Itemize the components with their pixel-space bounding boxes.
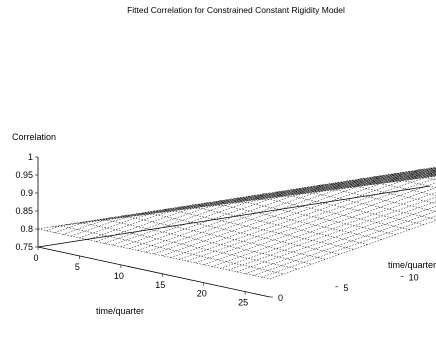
- mesh-line-y: [177, 199, 411, 230]
- y-tick-label: 0: [278, 293, 283, 303]
- mesh-line-y: [205, 192, 436, 220]
- mesh-line-y: [93, 216, 327, 260]
- mesh-line-y: [191, 195, 425, 225]
- mesh-line-x: [87, 169, 436, 240]
- mesh-line-y: [51, 225, 285, 275]
- mesh-line-x: [187, 175, 436, 262]
- x-tick-label: 0: [33, 253, 38, 263]
- x-tick-label: 15: [155, 280, 165, 290]
- z-axis-label: Correlation: [12, 132, 56, 142]
- mesh-line-x: [145, 173, 436, 253]
- mesh-line-x: [54, 167, 436, 233]
- mesh-line-y: [37, 228, 271, 280]
- mesh-line-x: [46, 167, 436, 232]
- mesh-line-x: [137, 172, 436, 251]
- mesh-line-x: [261, 215, 436, 278]
- tick-labels: 05101520250510152025300.750.80.850.90.95…: [15, 152, 419, 308]
- mesh-line-x: [220, 191, 436, 269]
- y-tick-label: 10: [409, 273, 419, 283]
- z-tick-label: 0.95: [15, 170, 33, 180]
- mesh-line-y: [107, 213, 341, 255]
- surface-mesh: [37, 167, 436, 280]
- mesh-line-y: [219, 189, 436, 212]
- mesh-line-x: [203, 182, 436, 265]
- mesh-line-x: [112, 171, 436, 246]
- mesh-line-x: [178, 175, 436, 260]
- mesh-line-x: [153, 173, 436, 255]
- mesh-line-x: [228, 196, 436, 271]
- mesh-line-x: [129, 172, 436, 249]
- mesh-line-y: [149, 205, 383, 240]
- mesh-line-y: [163, 202, 397, 235]
- chart-title: Fitted Correlation for Constrained Const…: [127, 5, 345, 15]
- mesh-line-y: [135, 207, 369, 245]
- mesh-line-x: [269, 220, 436, 280]
- mesh-line-x: [120, 171, 436, 248]
- x-axis-line: [37, 246, 271, 298]
- mesh-line-y: [121, 210, 355, 250]
- y-tick-label: 5: [343, 283, 348, 293]
- mesh-line-x: [95, 170, 436, 242]
- z-tick-label: 0.75: [15, 242, 33, 252]
- mesh-line-y: [65, 222, 299, 270]
- x-axis-label: time/quarter: [96, 306, 144, 316]
- mesh-line-y: [233, 186, 436, 204]
- z-tick-label: 0.85: [15, 206, 33, 216]
- mesh-line-x: [104, 170, 436, 244]
- x-tick-label: 10: [114, 271, 124, 281]
- mesh-line-y: [429, 167, 436, 169]
- x-tick-label: 5: [75, 262, 80, 272]
- mesh-line-x: [170, 174, 436, 258]
- z-tick-label: 1: [28, 152, 33, 162]
- mesh-line-x: [79, 169, 436, 239]
- mesh-line-x: [236, 201, 436, 273]
- mesh-line-x: [211, 187, 436, 267]
- mesh-line-y: [415, 168, 436, 171]
- mesh-line-x: [245, 206, 436, 274]
- mesh-line-y: [401, 168, 436, 173]
- mesh-line-x: [162, 174, 436, 257]
- x-tick-label: 20: [197, 289, 207, 299]
- x-tick-label: 25: [238, 298, 248, 308]
- mesh-line-x: [253, 210, 436, 276]
- mesh-line-y: [79, 219, 313, 265]
- mesh-line-x: [71, 168, 436, 237]
- mesh-line-x: [195, 178, 436, 264]
- z-tick-label: 0.8: [20, 224, 33, 234]
- z-tick-label: 0.9: [20, 188, 33, 198]
- y-axis-label: time/quarter: [388, 260, 436, 270]
